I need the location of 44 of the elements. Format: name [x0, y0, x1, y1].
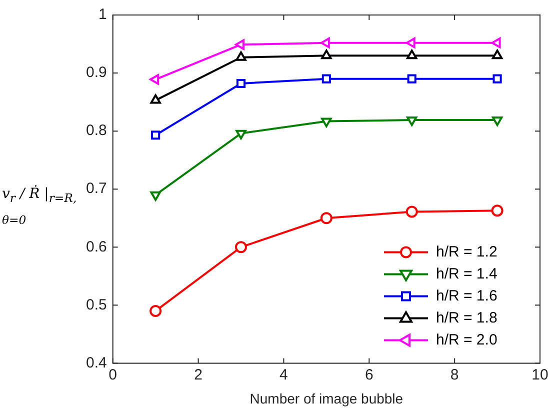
point: [322, 74, 331, 84]
point: [150, 94, 161, 104]
y-tick-label: 0.8: [86, 122, 107, 140]
point: [320, 38, 330, 48]
point: [406, 206, 418, 218]
y-tick-label: 0.5: [86, 296, 107, 314]
x-tick-label: 2: [194, 366, 202, 384]
legend-label: h/R = 1.6: [436, 287, 498, 304]
legend-label: h/R = 1.8: [436, 309, 498, 326]
y-tick-label: 0.9: [86, 64, 107, 82]
legend-label: h/R = 2.0: [436, 331, 498, 348]
point: [491, 204, 504, 217]
legend-label: h/R = 1.4: [436, 265, 498, 282]
x-axis-title: Number of image bubble: [250, 390, 404, 406]
point: [321, 50, 332, 60]
point: [150, 304, 162, 317]
y-tick-label: 1: [98, 6, 107, 24]
point: [150, 191, 161, 201]
x-tick-label: 8: [450, 366, 459, 384]
y-tick-label: 0.4: [86, 354, 107, 372]
point: [491, 38, 501, 48]
point: [236, 78, 246, 88]
point: [320, 212, 332, 224]
point: [492, 116, 503, 126]
x-tick-label: 6: [364, 366, 374, 384]
point: [234, 39, 244, 50]
point: [150, 74, 160, 85]
x-tick-label: 4: [280, 366, 288, 384]
point: [406, 38, 416, 48]
point: [492, 50, 503, 60]
point: [236, 130, 246, 140]
point: [406, 116, 418, 126]
legend-label: h/R = 1.2: [436, 243, 498, 260]
x-tick-label: 0: [108, 366, 118, 384]
point: [236, 51, 246, 61]
point: [407, 74, 416, 84]
point: [151, 130, 160, 140]
y-tick-label: 0.7: [86, 180, 107, 198]
point: [234, 241, 247, 254]
point: [492, 74, 502, 84]
y-tick-label: 0.6: [86, 238, 107, 256]
point: [406, 50, 418, 60]
point: [321, 118, 332, 128]
x-tick-label: 10: [532, 366, 548, 384]
